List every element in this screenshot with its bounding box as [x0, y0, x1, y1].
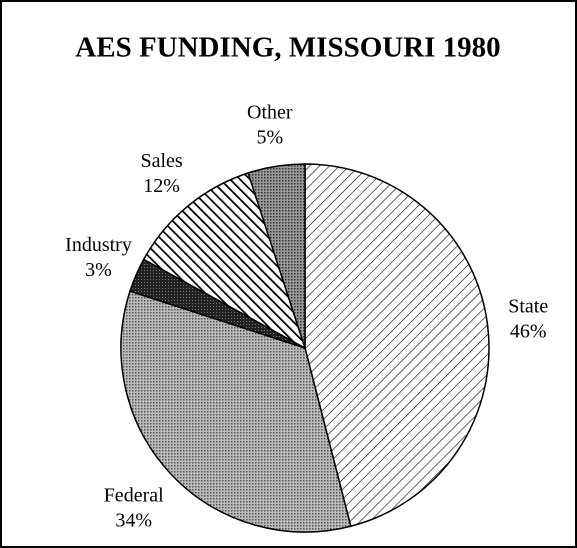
slice-value-label: 46%	[510, 320, 547, 342]
pie-slice	[247, 163, 306, 349]
slice-value-label: 12%	[143, 175, 180, 197]
slice-label: Federal	[104, 484, 164, 506]
pie-slice	[142, 172, 307, 350]
slice-label: Other	[247, 101, 293, 123]
pie-slice	[304, 163, 490, 528]
slice-label: Industry	[65, 234, 132, 256]
slice-label: State	[508, 295, 548, 317]
slice-value-label: 34%	[115, 509, 152, 531]
slice-value-label: 3%	[85, 259, 112, 281]
pie-slice	[120, 290, 352, 533]
slice-label: Sales	[140, 150, 182, 172]
chart-title: AES FUNDING, MISSOURI 1980	[75, 32, 500, 64]
slice-value-label: 5%	[256, 126, 283, 148]
